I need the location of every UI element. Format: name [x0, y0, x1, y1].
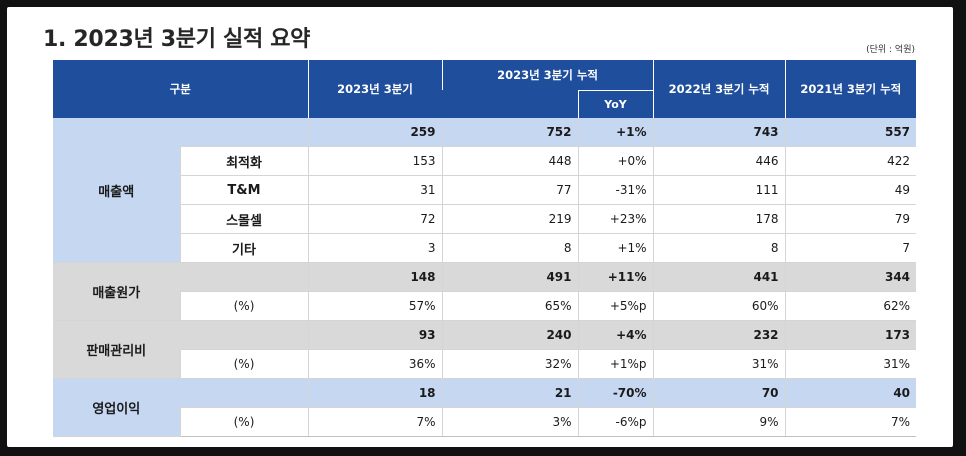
table-row: 기타 3 8 +1% 8 7: [53, 233, 917, 263]
pct-label: (%): [179, 291, 309, 321]
row-label-cogs: 매출원가: [53, 262, 180, 321]
cell: 446: [652, 146, 786, 176]
cell: 232: [652, 320, 786, 350]
cell: 32%: [441, 349, 579, 379]
cell: 7%: [784, 407, 917, 437]
cell: 31%: [784, 349, 917, 379]
empty-cell: [180, 262, 309, 292]
document-page: 1. 2023년 3분기 실적 요약 (단위 : 억원) 구분 2023년 3분…: [7, 7, 953, 447]
cell: 240: [441, 320, 579, 350]
table-row: T&M 31 77 -31% 111 49: [53, 175, 917, 205]
cell: 422: [784, 146, 917, 176]
cell: 57%: [307, 291, 443, 321]
header-yoy: YoY: [577, 89, 654, 118]
empty-cell: [180, 118, 309, 147]
sub-label: 스몰셀: [179, 204, 309, 234]
table-row: (%) 57% 65% +5%p 60% 62%: [53, 291, 917, 321]
cell: 65%: [441, 291, 579, 321]
page-title: 1. 2023년 3분기 실적 요약: [43, 27, 311, 52]
cell: +5%p: [577, 291, 654, 321]
sub-label: 최적화: [179, 146, 309, 176]
cell: 31%: [652, 349, 786, 379]
cell: 7%: [307, 407, 443, 437]
cell: 743: [652, 118, 786, 147]
table-row: (%) 7% 3% -6%p 9% 7%: [53, 407, 917, 437]
table-row: 스몰셀 72 219 +23% 178 79: [53, 204, 917, 234]
header-2023q3: 2023년 3분기: [307, 60, 443, 118]
cell: 148: [307, 262, 443, 292]
pct-label: (%): [179, 349, 309, 379]
header-2023q3-cumulative: 2023년 3분기 누적: [441, 60, 654, 90]
cell: 21: [441, 378, 579, 408]
row-label-sga: 판매관리비: [53, 320, 180, 379]
row-label-revenue: 매출액: [53, 118, 180, 263]
cell: -6%p: [577, 407, 654, 437]
cell: 79: [784, 204, 917, 234]
cell: 36%: [307, 349, 443, 379]
header-2022q3-cumulative: 2022년 3분기 누적: [652, 60, 786, 118]
header-2021q3-cumulative: 2021년 3분기 누적: [784, 60, 917, 118]
cell: +1%: [577, 233, 654, 263]
cell: 18: [307, 378, 443, 408]
cell: 72: [307, 204, 443, 234]
empty-cell: [180, 378, 309, 408]
cell: +11%: [577, 262, 654, 292]
unit-note: (단위 : 억원): [866, 45, 915, 55]
cell: 40: [784, 378, 917, 408]
sub-label: T&M: [179, 175, 309, 205]
empty-cell: [180, 320, 309, 350]
table-row: 영업이익 18 21 -70% 70 40: [53, 378, 917, 437]
cell: 3%: [441, 407, 579, 437]
cell: 173: [784, 320, 917, 350]
cell: +1%p: [577, 349, 654, 379]
cell: +1%: [577, 118, 654, 147]
cell: 9%: [652, 407, 786, 437]
row-label-operating-profit: 영업이익: [53, 378, 180, 437]
cell: 31: [307, 175, 443, 205]
table-row: 최적화 153 448 +0% 446 422: [53, 146, 917, 176]
table-row: (%) 36% 32% +1%p 31% 31%: [53, 349, 917, 379]
cell: 70: [652, 378, 786, 408]
cell: 448: [441, 146, 579, 176]
cell: 219: [441, 204, 579, 234]
cell: 111: [652, 175, 786, 205]
cell: 8: [441, 233, 579, 263]
table-row: 매출원가 148 491 +11% 441 344: [53, 262, 917, 321]
cell: 491: [441, 262, 579, 292]
results-table: 구분 2023년 3분기 2023년 3분기 누적 2022년 3분기 누적 2…: [53, 60, 917, 437]
sub-label: 기타: [179, 233, 309, 263]
cell: 49: [784, 175, 917, 205]
cell: 77: [441, 175, 579, 205]
cell: 441: [652, 262, 786, 292]
cell: 7: [784, 233, 917, 263]
cell: 93: [307, 320, 443, 350]
cell: -31%: [577, 175, 654, 205]
header-category: 구분: [53, 60, 309, 118]
table-row: 판매관리비 93 240 +4% 232 173: [53, 320, 917, 379]
pct-label: (%): [179, 407, 309, 437]
cell: 752: [441, 118, 579, 147]
cell: +0%: [577, 146, 654, 176]
cell: 3: [307, 233, 443, 263]
header-spacer: [442, 90, 579, 118]
cell: 60%: [652, 291, 786, 321]
cell: 8: [652, 233, 786, 263]
table-row: 매출액 259 752 +1% 743 557: [53, 118, 917, 263]
cell: 153: [307, 146, 443, 176]
cell: 178: [652, 204, 786, 234]
cell: 557: [784, 118, 917, 147]
cell: 344: [784, 262, 917, 292]
cell: -70%: [577, 378, 654, 408]
cell: +4%: [577, 320, 654, 350]
cell: +23%: [577, 204, 654, 234]
cell: 259: [307, 118, 443, 147]
cell: 62%: [784, 291, 917, 321]
